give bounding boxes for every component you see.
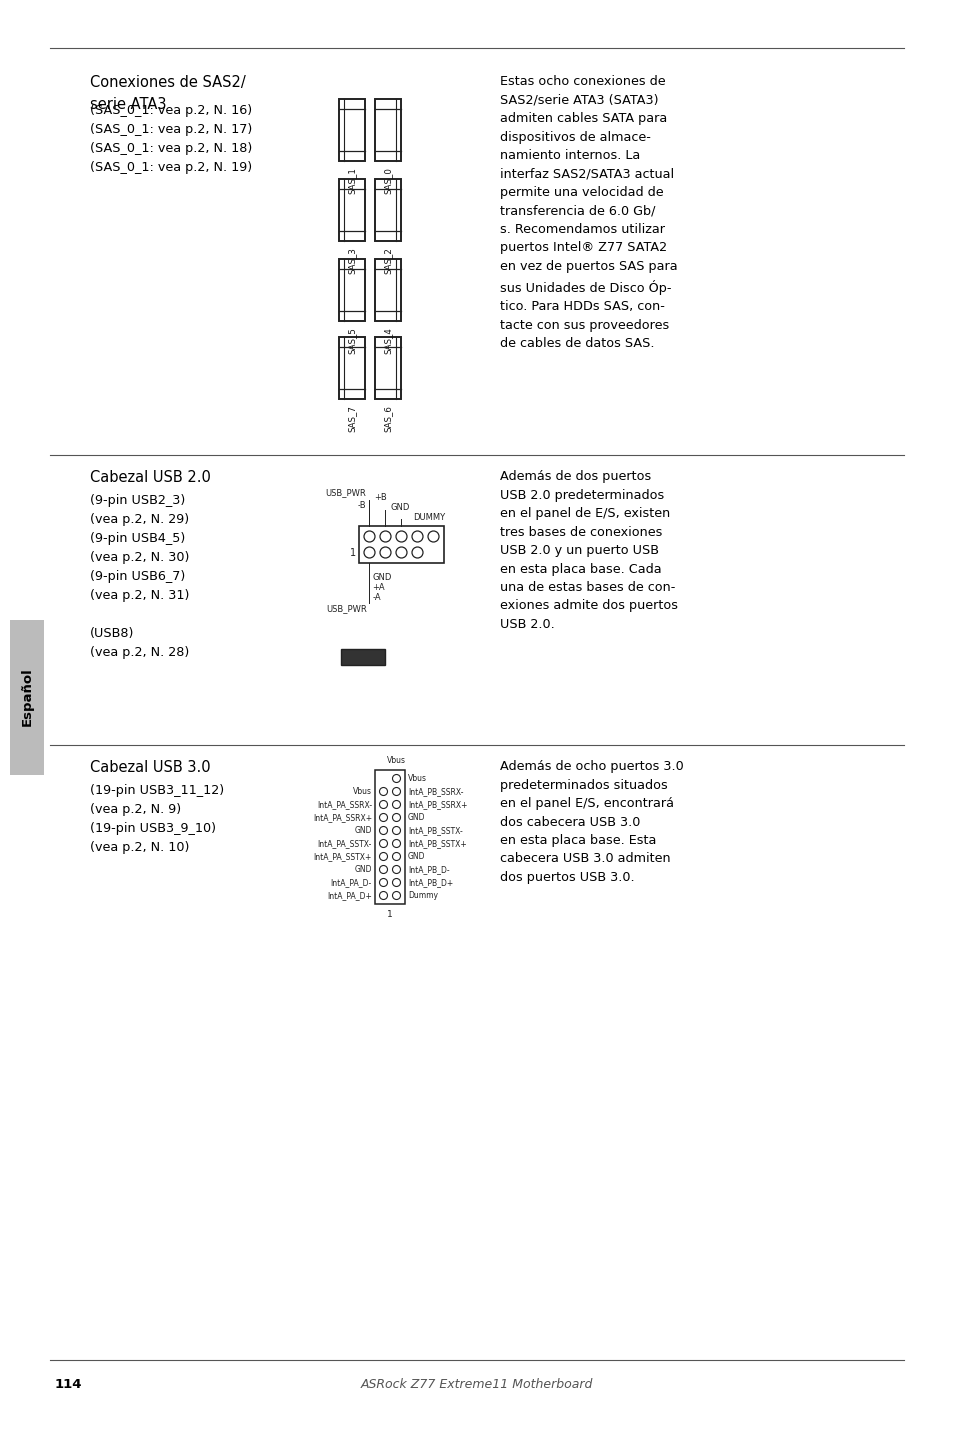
Bar bbox=[340, 649, 385, 664]
Text: IntA_PB_SSTX-: IntA_PB_SSTX- bbox=[408, 826, 462, 835]
Circle shape bbox=[379, 800, 387, 809]
Text: SAS_3: SAS_3 bbox=[347, 246, 356, 274]
Text: +B: +B bbox=[375, 494, 387, 503]
Text: IntA_PA_SSTX-: IntA_PA_SSTX- bbox=[317, 839, 372, 848]
Bar bbox=[375, 337, 400, 400]
Circle shape bbox=[379, 813, 387, 822]
Circle shape bbox=[392, 878, 400, 886]
Text: (SAS_0_1: vea p.2, N. 18): (SAS_0_1: vea p.2, N. 18) bbox=[90, 142, 252, 155]
Bar bbox=[338, 337, 365, 400]
Text: (USB8): (USB8) bbox=[90, 627, 134, 640]
Text: Además de ocho puertos 3.0
predeterminados situados
en el panel E/S, encontrará
: Además de ocho puertos 3.0 predeterminad… bbox=[499, 760, 683, 884]
Text: USB_PWR: USB_PWR bbox=[327, 604, 367, 613]
Text: SAS_7: SAS_7 bbox=[347, 405, 356, 432]
Bar bbox=[375, 179, 400, 241]
Circle shape bbox=[412, 547, 422, 558]
Bar bbox=[375, 770, 405, 904]
Text: (9-pin USB6_7): (9-pin USB6_7) bbox=[90, 570, 185, 583]
Text: USB_PWR: USB_PWR bbox=[325, 488, 366, 497]
Text: GND: GND bbox=[355, 865, 372, 874]
Text: Vbus: Vbus bbox=[387, 756, 406, 765]
Text: SAS_4: SAS_4 bbox=[383, 326, 392, 354]
Text: Cabezal USB 2.0: Cabezal USB 2.0 bbox=[90, 470, 211, 485]
Circle shape bbox=[392, 839, 400, 848]
Circle shape bbox=[379, 865, 387, 874]
Text: (vea p.2, N. 30): (vea p.2, N. 30) bbox=[90, 551, 190, 564]
Text: IntA_PB_D+: IntA_PB_D+ bbox=[408, 878, 453, 886]
Text: (vea p.2, N. 28): (vea p.2, N. 28) bbox=[90, 646, 189, 659]
Bar bbox=[338, 259, 365, 321]
Text: IntA_PA_SSTX+: IntA_PA_SSTX+ bbox=[314, 852, 372, 861]
Text: SAS_5: SAS_5 bbox=[347, 326, 356, 354]
Bar bbox=[338, 99, 365, 160]
Text: Además de dos puertos
USB 2.0 predeterminados
en el panel de E/S, existen
tres b: Además de dos puertos USB 2.0 predetermi… bbox=[499, 470, 678, 632]
Circle shape bbox=[392, 813, 400, 822]
Text: 1: 1 bbox=[350, 547, 355, 557]
Circle shape bbox=[364, 531, 375, 541]
Text: Estas ocho conexiones de
SAS2/serie ATA3 (SATA3)
admiten cables SATA para
dispos: Estas ocho conexiones de SAS2/serie ATA3… bbox=[499, 74, 677, 349]
Circle shape bbox=[395, 547, 407, 558]
Text: ASRock Z77 Extreme11 Motherboard: ASRock Z77 Extreme11 Motherboard bbox=[360, 1378, 593, 1390]
Circle shape bbox=[364, 547, 375, 558]
Text: Vbus: Vbus bbox=[408, 775, 427, 783]
Text: serie ATA3: serie ATA3 bbox=[90, 97, 167, 112]
Circle shape bbox=[392, 826, 400, 835]
Text: (SAS_0_1: vea p.2, N. 16): (SAS_0_1: vea p.2, N. 16) bbox=[90, 105, 252, 117]
Text: -B: -B bbox=[357, 501, 366, 510]
Text: (vea p.2, N. 10): (vea p.2, N. 10) bbox=[90, 841, 190, 853]
Text: IntA_PA_SSRX-: IntA_PA_SSRX- bbox=[316, 800, 372, 809]
Text: IntA_PB_SSRX+: IntA_PB_SSRX+ bbox=[408, 800, 467, 809]
Circle shape bbox=[379, 878, 387, 886]
Circle shape bbox=[392, 852, 400, 861]
Text: (vea p.2, N. 9): (vea p.2, N. 9) bbox=[90, 803, 181, 816]
Circle shape bbox=[379, 892, 387, 899]
Circle shape bbox=[379, 531, 391, 541]
Circle shape bbox=[392, 800, 400, 809]
Text: IntA_PB_SSRX-: IntA_PB_SSRX- bbox=[408, 788, 463, 796]
Text: DUMMY: DUMMY bbox=[413, 513, 445, 521]
Text: +A: +A bbox=[372, 583, 385, 591]
Circle shape bbox=[379, 826, 387, 835]
Text: 1: 1 bbox=[387, 909, 393, 919]
Text: GND: GND bbox=[408, 852, 425, 861]
Text: Vbus: Vbus bbox=[353, 788, 372, 796]
Text: (9-pin USB4_5): (9-pin USB4_5) bbox=[90, 533, 185, 546]
Text: SAS_6: SAS_6 bbox=[383, 405, 392, 432]
Bar bbox=[10, 620, 44, 775]
Circle shape bbox=[379, 852, 387, 861]
Text: (SAS_0_1: vea p.2, N. 17): (SAS_0_1: vea p.2, N. 17) bbox=[90, 123, 252, 136]
Circle shape bbox=[379, 788, 387, 796]
Circle shape bbox=[392, 865, 400, 874]
Text: SAS_0: SAS_0 bbox=[383, 168, 392, 193]
Text: Dummy: Dummy bbox=[408, 891, 437, 899]
Bar bbox=[338, 179, 365, 241]
Text: IntA_PB_SSTX+: IntA_PB_SSTX+ bbox=[408, 839, 466, 848]
Circle shape bbox=[412, 531, 422, 541]
Circle shape bbox=[392, 775, 400, 782]
Bar bbox=[375, 99, 400, 160]
Text: IntA_PA_SSRX+: IntA_PA_SSRX+ bbox=[313, 813, 372, 822]
Circle shape bbox=[379, 839, 387, 848]
Text: GND: GND bbox=[408, 813, 425, 822]
Text: GND: GND bbox=[355, 826, 372, 835]
Text: Español: Español bbox=[20, 667, 33, 726]
Bar bbox=[375, 259, 400, 321]
Text: (19-pin USB3_11_12): (19-pin USB3_11_12) bbox=[90, 783, 224, 798]
Circle shape bbox=[392, 788, 400, 796]
Text: SAS_2: SAS_2 bbox=[383, 246, 392, 274]
Circle shape bbox=[379, 547, 391, 558]
Text: Cabezal USB 3.0: Cabezal USB 3.0 bbox=[90, 760, 211, 775]
Text: SAS_1: SAS_1 bbox=[347, 168, 356, 193]
Text: Conexiones de SAS2/: Conexiones de SAS2/ bbox=[90, 74, 246, 90]
Text: (vea p.2, N. 29): (vea p.2, N. 29) bbox=[90, 513, 189, 526]
Text: GND: GND bbox=[390, 504, 410, 513]
Text: (vea p.2, N. 31): (vea p.2, N. 31) bbox=[90, 589, 190, 601]
Circle shape bbox=[428, 531, 438, 541]
Bar bbox=[358, 526, 443, 563]
Text: IntA_PA_D+: IntA_PA_D+ bbox=[327, 891, 372, 899]
Text: (19-pin USB3_9_10): (19-pin USB3_9_10) bbox=[90, 822, 215, 835]
Text: IntA_PB_D-: IntA_PB_D- bbox=[408, 865, 449, 874]
Text: -A: -A bbox=[372, 593, 381, 601]
Text: (SAS_0_1: vea p.2, N. 19): (SAS_0_1: vea p.2, N. 19) bbox=[90, 160, 252, 175]
Circle shape bbox=[395, 531, 407, 541]
